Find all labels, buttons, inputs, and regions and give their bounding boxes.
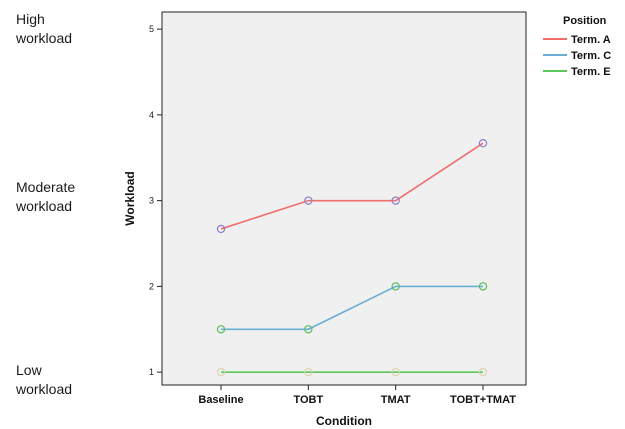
y-tick-label: 4 [149, 110, 154, 120]
plot-area [161, 11, 527, 386]
annotation-high-line1: High [16, 11, 45, 27]
legend-label: Term. A [571, 34, 611, 46]
annotation-moderate-workload: Moderate workload [16, 178, 75, 216]
x-tick-label: Baseline [198, 394, 243, 406]
y-tick-label: 1 [149, 367, 154, 377]
data-point-term-e [391, 367, 400, 377]
data-point-term-a [304, 196, 313, 205]
y-tick-label: 2 [149, 281, 154, 291]
y-tick-label: 3 [149, 196, 154, 206]
annotation-high-workload: High workload [16, 10, 72, 48]
x-tick-label: TMAT [381, 394, 411, 406]
y-axis-title: Workload [123, 171, 137, 225]
series-line-term-c [221, 285, 483, 331]
annotation-low-line2: workload [16, 381, 73, 397]
legend-label: Term. C [571, 50, 611, 62]
x-axis-title: Condition [316, 414, 372, 428]
data-point-term-c [216, 325, 226, 334]
y-tick-label: 5 [149, 24, 154, 34]
annotation-high-line2: workload [16, 30, 73, 46]
annotation-low-line1: Low [16, 362, 42, 378]
annotation-moderate-line2: workload [16, 198, 73, 214]
data-point-term-e [478, 367, 488, 377]
annotation-moderate-line1: Moderate [16, 179, 76, 195]
series-line-term-a [220, 142, 484, 230]
x-tick-label: TOBT [293, 394, 323, 406]
legend-title: Position [563, 15, 607, 27]
data-point-term-c [391, 282, 400, 291]
data-point-term-a [391, 196, 400, 205]
data-point-term-e [216, 367, 226, 377]
data-point-term-c [304, 325, 313, 334]
plot-layer: 1 2 3 4 5 Baseline TOBT TMAT TOBT+TMAT Condition W… [123, 11, 611, 428]
data-point-term-a [478, 138, 488, 148]
x-tick-label: TOBT+TMAT [450, 394, 516, 406]
legend-label: Term. E [571, 66, 611, 78]
data-point-term-c [478, 282, 488, 291]
data-point-term-e [304, 367, 313, 377]
data-point-term-a [216, 224, 226, 234]
annotation-low-workload: Low workload [16, 361, 72, 399]
